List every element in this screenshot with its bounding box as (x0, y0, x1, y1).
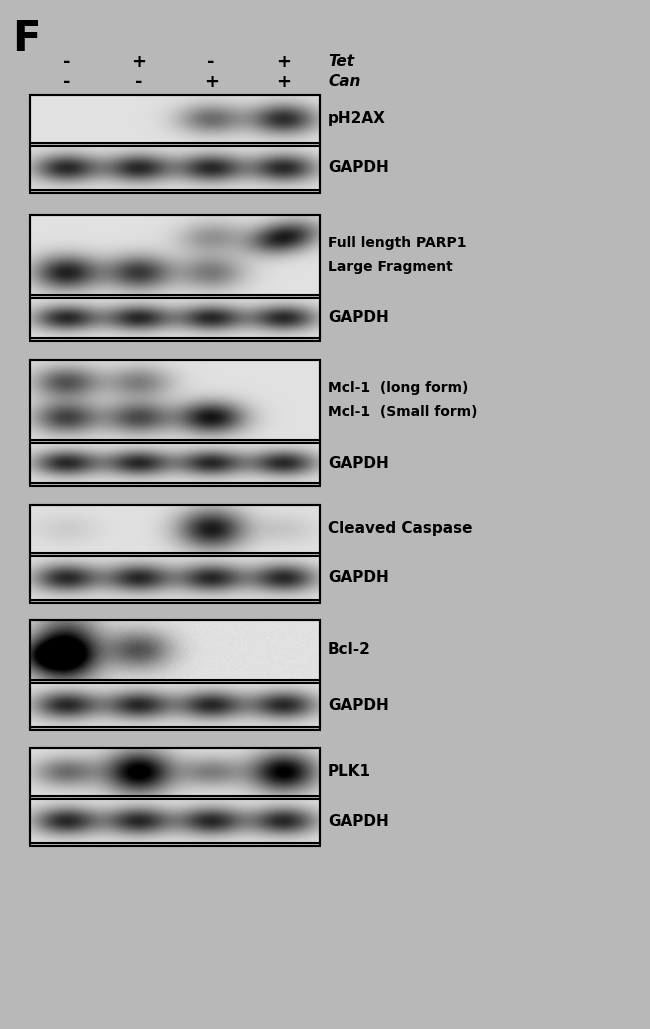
Text: GAPDH: GAPDH (328, 161, 389, 176)
Text: GAPDH: GAPDH (328, 570, 389, 586)
Bar (30, 298, 320, 338)
Text: GAPDH: GAPDH (328, 698, 389, 712)
Text: -: - (207, 54, 215, 71)
Text: Can: Can (328, 74, 360, 90)
Text: GAPDH: GAPDH (328, 456, 389, 470)
Text: GAPDH: GAPDH (328, 814, 389, 828)
Text: F: F (12, 17, 40, 60)
Bar (30, 799, 320, 843)
Text: pH2AX: pH2AX (328, 111, 386, 127)
Bar (30, 683, 320, 728)
Text: +: + (276, 54, 291, 71)
Bar (30, 505, 320, 603)
Text: PLK1: PLK1 (328, 765, 371, 780)
Bar (30, 215, 320, 341)
Bar (30, 620, 320, 680)
Text: +: + (276, 73, 291, 91)
Bar (30, 95, 320, 143)
Bar (30, 505, 320, 553)
Text: GAPDH: GAPDH (328, 311, 389, 325)
Bar (30, 360, 320, 486)
Text: Mcl-1  (Small form): Mcl-1 (Small form) (328, 405, 478, 419)
Text: Full length PARP1: Full length PARP1 (328, 236, 467, 250)
Text: -: - (62, 54, 70, 71)
Text: Cleaved Caspase: Cleaved Caspase (328, 522, 473, 536)
Bar (30, 748, 320, 796)
Text: -: - (135, 73, 142, 91)
Bar (30, 620, 320, 730)
Text: Large Fragment: Large Fragment (328, 260, 453, 274)
Bar (30, 556, 320, 600)
Text: +: + (203, 73, 219, 91)
Bar (30, 146, 320, 190)
Bar (30, 748, 320, 846)
Bar (30, 443, 320, 483)
Bar (30, 215, 320, 295)
Text: +: + (131, 54, 146, 71)
Bar (30, 360, 320, 440)
Text: Bcl-2: Bcl-2 (328, 642, 371, 658)
Text: Tet: Tet (328, 55, 354, 70)
Bar (30, 95, 320, 193)
Text: -: - (62, 73, 70, 91)
Text: Mcl-1  (long form): Mcl-1 (long form) (328, 381, 469, 395)
